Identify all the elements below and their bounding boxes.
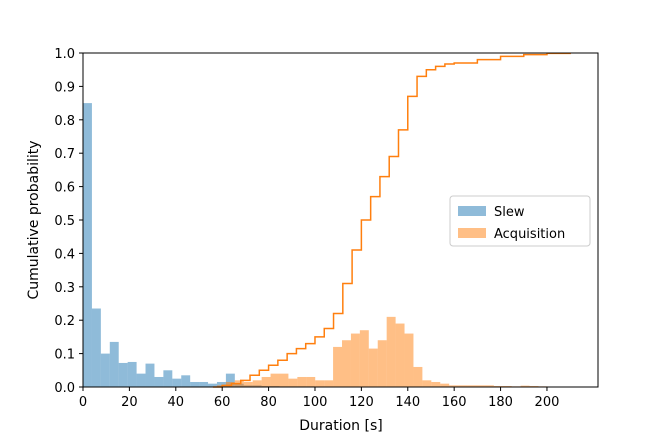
- bar: [484, 385, 494, 387]
- bar: [127, 361, 137, 387]
- legend-item: Slew: [458, 205, 525, 220]
- bar: [458, 385, 468, 387]
- axes: 0 20 40 60 80 100 120 140 160 180 200 0.0 0.1 0.2 0.3 0…: [54, 47, 599, 410]
- bar: [225, 373, 235, 387]
- y-tick-label: 0.7: [54, 147, 75, 162]
- x-tick-label: 200: [535, 395, 560, 410]
- bar: [270, 373, 280, 387]
- y-tick-label: 0.8: [54, 114, 75, 129]
- bar: [306, 376, 316, 387]
- bar: [216, 381, 226, 387]
- y-tick-label: 0.6: [54, 181, 75, 196]
- bar: [279, 373, 289, 387]
- legend-label: Slew: [494, 205, 525, 220]
- legend-item: Acquisition: [458, 227, 565, 242]
- bar: [333, 346, 343, 387]
- legend: Slew Acquisition: [449, 195, 591, 247]
- x-tick-label: 60: [214, 395, 231, 410]
- bar: [83, 103, 92, 387]
- bar: [261, 376, 271, 387]
- y-tick-label: 0.0: [54, 381, 75, 396]
- bar: [404, 333, 414, 387]
- y-tick-label: 0.2: [54, 314, 75, 329]
- bar: [208, 383, 217, 387]
- bar: [118, 362, 128, 387]
- x-tick-label: 120: [349, 395, 374, 410]
- bar: [252, 380, 262, 387]
- bar: [342, 340, 351, 387]
- bar: [431, 381, 441, 387]
- y-tick-label: 1.0: [54, 47, 75, 62]
- bar: [297, 376, 307, 387]
- bar: [422, 380, 432, 387]
- series-slew: [83, 103, 316, 387]
- cumulative-line: [212, 52, 571, 388]
- plot-area: [83, 52, 571, 388]
- bar: [359, 330, 369, 387]
- bar: [243, 381, 253, 387]
- x-tick-label: 160: [442, 395, 467, 410]
- bar: [520, 385, 530, 387]
- series-acquisition: [216, 316, 548, 387]
- bar: [368, 348, 378, 387]
- x-tick-label: 140: [395, 395, 420, 410]
- x-tick-label: 0: [79, 395, 87, 410]
- legend-swatch: [458, 228, 486, 238]
- bar: [324, 380, 334, 387]
- bar: [154, 376, 164, 387]
- y-axis-label: Cumulative probability: [26, 140, 42, 299]
- bar: [190, 381, 200, 387]
- bar: [502, 385, 512, 387]
- bar: [440, 383, 450, 387]
- bar: [386, 316, 396, 387]
- bar: [109, 341, 119, 387]
- y-tick-label: 0.3: [54, 281, 75, 296]
- y-tick-label: 0.1: [54, 348, 75, 363]
- bar: [145, 363, 155, 387]
- bar: [413, 366, 423, 387]
- bar: [163, 370, 173, 387]
- bar: [181, 375, 191, 387]
- x-axis-label: Duration [s]: [299, 418, 382, 434]
- bar: [172, 378, 182, 387]
- y-tick-label: 0.9: [54, 80, 75, 95]
- bar: [288, 378, 298, 387]
- bar: [100, 353, 110, 387]
- legend-swatch: [458, 206, 486, 216]
- bar: [225, 381, 235, 387]
- bar: [315, 380, 325, 387]
- bar: [91, 308, 101, 387]
- bar: [529, 385, 539, 387]
- bar: [467, 385, 476, 387]
- x-tick-label: 100: [303, 395, 328, 410]
- x-tick-label: 20: [121, 395, 138, 410]
- bar: [199, 381, 209, 387]
- bar: [216, 385, 226, 387]
- bar: [136, 373, 146, 387]
- bar: [449, 385, 459, 387]
- y-tick-label: 0.4: [54, 247, 75, 262]
- bar: [395, 323, 405, 387]
- bar: [493, 385, 503, 387]
- x-tick-label: 80: [260, 395, 277, 410]
- bar: [377, 340, 387, 387]
- y-tick-label: 0.5: [54, 214, 75, 229]
- x-tick-label: 40: [168, 395, 185, 410]
- legend-label: Acquisition: [494, 227, 565, 242]
- bar: [475, 385, 485, 387]
- x-tick-label: 180: [488, 395, 513, 410]
- bar: [350, 333, 360, 387]
